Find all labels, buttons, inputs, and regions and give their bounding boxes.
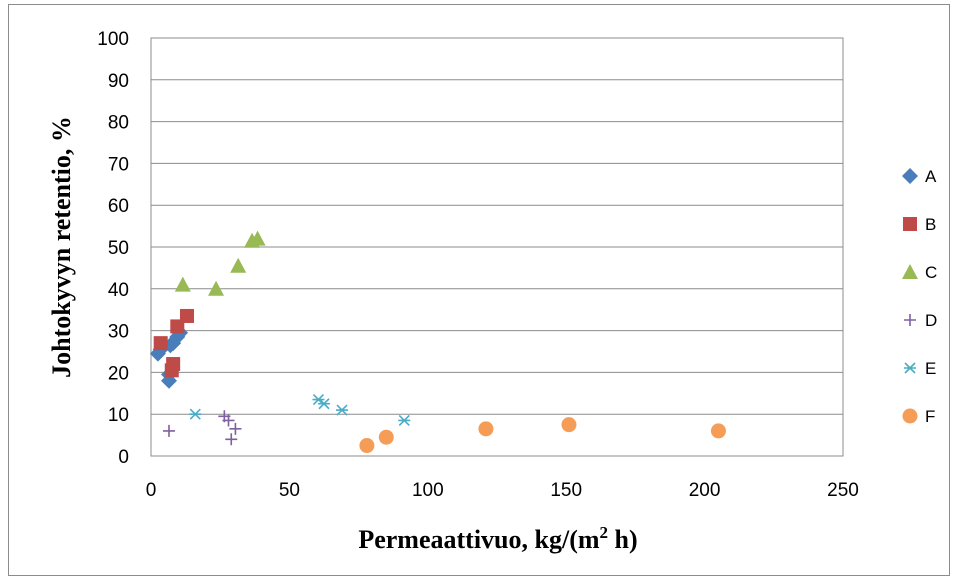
x-tick-label-100: 100 [412, 480, 444, 501]
point-B-2 [166, 357, 181, 372]
legend: A B C D E F [902, 167, 937, 426]
y-tick-label-30: 30 [108, 322, 129, 343]
y-tick-label-10: 10 [108, 405, 129, 426]
point-C-1 [208, 280, 225, 296]
x-tick-label-0: 0 [146, 480, 157, 501]
y-tick-label-70: 70 [108, 154, 129, 175]
legend-marker-F [902, 408, 918, 424]
point-F-4 [710, 423, 726, 439]
legend-label-A: A [925, 167, 937, 186]
x-axis-title: Permeaattivuo, kg/(m2 h) [358, 523, 637, 554]
y-tick-label-40: 40 [108, 280, 129, 301]
legend-marker-C [902, 264, 918, 279]
point-E-0 [189, 408, 202, 420]
legend-marker-E [904, 362, 916, 374]
data-points [149, 230, 726, 454]
x-tick-label-200: 200 [689, 480, 721, 501]
legend-marker-A [902, 168, 918, 184]
x-tick-label-150: 150 [550, 480, 582, 501]
legend-marker-B [903, 217, 917, 231]
legend-label-D: D [925, 311, 937, 330]
x-tick-label-50: 50 [279, 480, 300, 501]
y-tick-label-50: 50 [108, 238, 129, 259]
point-F-0 [359, 438, 375, 454]
point-C-4 [249, 230, 266, 246]
point-E-1 [312, 394, 325, 406]
plot-area [150, 37, 844, 457]
point-D-0 [162, 424, 175, 437]
point-E-3 [335, 404, 348, 416]
y-tick-label-60: 60 [108, 196, 129, 217]
legend-label-C: C [925, 263, 937, 282]
point-F-1 [378, 429, 394, 445]
legend-label-E: E [925, 359, 936, 378]
point-D-4 [229, 422, 242, 435]
y-tick-label-20: 20 [108, 363, 129, 384]
y-axis-title: Johtokyvyn retentio, % [47, 116, 76, 378]
legend-label-F: F [925, 407, 935, 426]
y-tick-label-90: 90 [108, 71, 129, 92]
y-tick-label-80: 80 [108, 113, 129, 134]
point-E-2 [318, 398, 330, 410]
x-tick-label-250: 250 [827, 480, 859, 501]
point-F-3 [561, 417, 577, 433]
chart-frame [8, 4, 950, 576]
legend-label-B: B [925, 215, 936, 234]
point-B-4 [179, 308, 194, 323]
y-tick-label-100: 100 [97, 29, 129, 50]
point-B-0 [153, 336, 168, 351]
y-tick-label-0: 0 [118, 447, 129, 468]
point-C-0 [174, 276, 191, 292]
point-F-2 [478, 421, 494, 437]
tick-labels: 0 10 20 30 40 50 60 70 80 90 100 0 50 100 150 200 250 [97, 29, 859, 501]
legend-marker-D [904, 314, 916, 326]
point-D-2 [222, 414, 235, 427]
point-E-4 [398, 414, 411, 427]
point-D-3 [225, 433, 238, 446]
point-C-2 [230, 257, 247, 273]
